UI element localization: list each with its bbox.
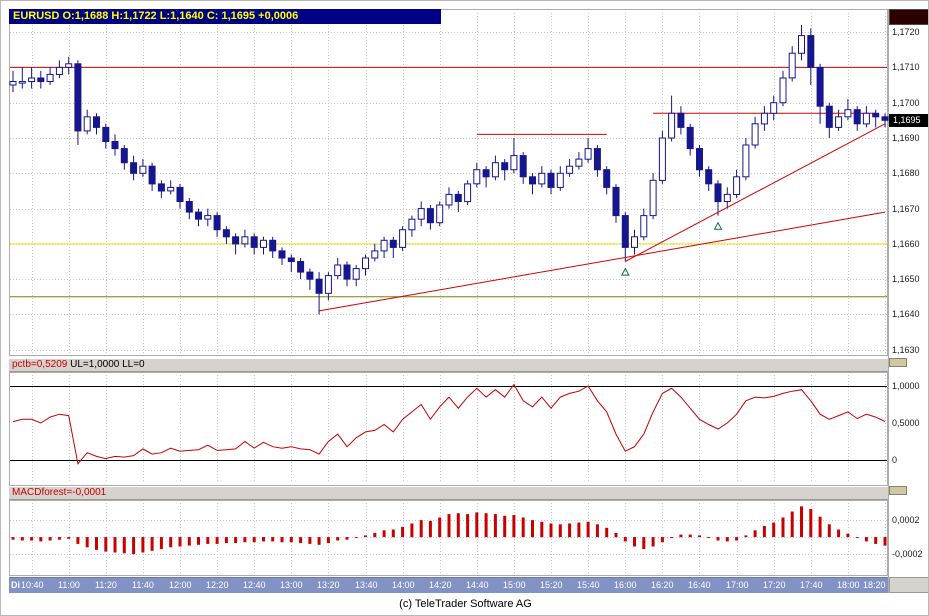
last-price-badge: 1,1695 <box>889 114 928 127</box>
instrument-ohlc-text: EURUSD O:1,1688 H:1,1722 L:1,1640 C: 1,1… <box>13 10 299 22</box>
macd-histogram-series <box>11 506 887 555</box>
footer-credit: (c) TeleTrader Software AG <box>399 598 532 610</box>
price-level-lines <box>10 66 887 298</box>
pctb-splitter-handle[interactable] <box>889 358 907 367</box>
pctb-line-series <box>12 383 886 465</box>
pctb-level-lines <box>10 386 887 461</box>
time-axis-bar[interactable] <box>9 577 888 593</box>
day-label: Di <box>11 580 20 590</box>
timebar-end-box <box>889 577 928 593</box>
macd-splitter-handle[interactable] <box>889 486 907 495</box>
trendlines <box>319 123 886 312</box>
pctb-value-label: pctb=0,5209 <box>12 359 68 370</box>
axis-corner-box <box>889 9 928 25</box>
last-price-text: 1,1695 <box>893 115 921 125</box>
macd-value-label: MACDforest=-0,0001 <box>12 487 107 498</box>
candlestick-series <box>9 25 889 315</box>
instrument-titlebar: EURUSD O:1,1688 H:1,1722 L:1,1640 C: 1,1… <box>9 9 441 24</box>
pctb-panel-header: pctb=0,5209 UL=1,0000 LL=0 <box>9 358 888 372</box>
pctb-levels-label: UL=1,0000 LL=0 <box>67 359 145 370</box>
macd-panel-header: MACDforest=-0,0001 <box>9 486 888 500</box>
grid-lines <box>10 13 887 573</box>
panel-frames <box>9 9 889 593</box>
swing-markers <box>620 221 723 276</box>
